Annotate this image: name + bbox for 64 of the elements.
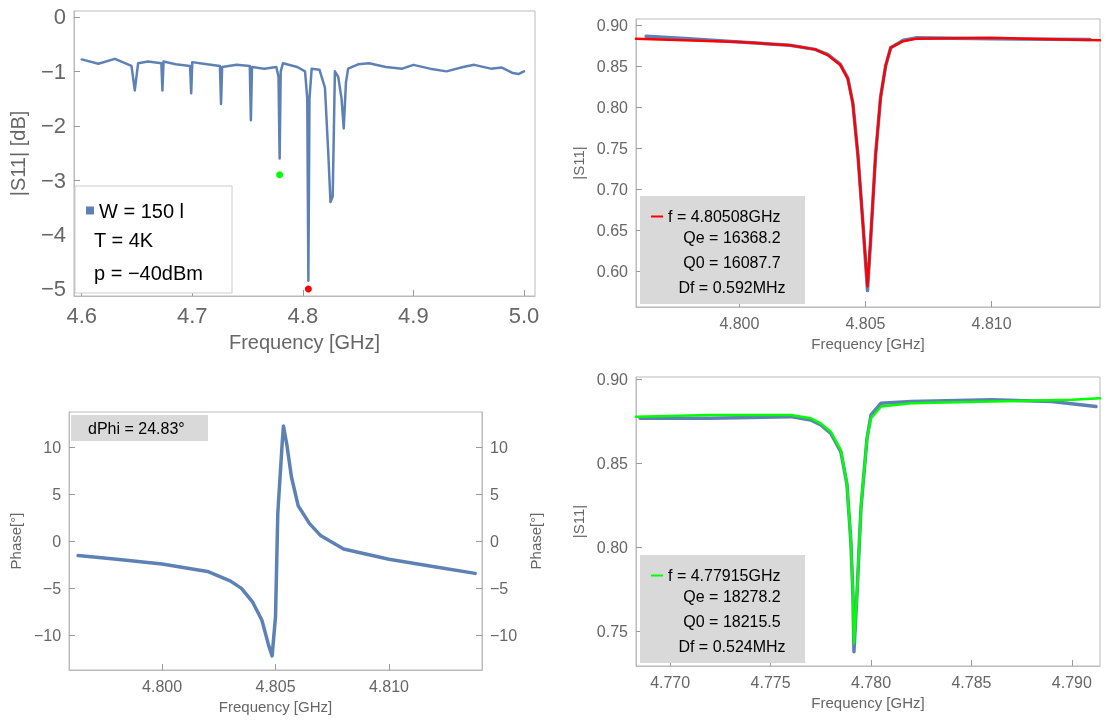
y-tick-label: 0.80 <box>596 539 629 557</box>
y-tick-label: 0 <box>52 532 62 550</box>
x-axis-title: Frequency [GHz] <box>228 331 381 353</box>
y-tick-label: −4 <box>40 222 66 248</box>
y-tick-label: 0.75 <box>596 140 629 158</box>
y-tick-label: 0.60 <box>596 263 629 281</box>
y-tick-label: −5 <box>40 276 66 302</box>
y2-axis-title: Phase[°] <box>527 512 545 570</box>
annotation: Q0 = 18215.5 <box>683 613 781 630</box>
y-tick-label: −5 <box>42 579 62 597</box>
x-axis-title: Frequency [GHz] <box>811 334 925 352</box>
y-tick-label: 0.90 <box>596 371 629 389</box>
y-tick-label: 0.75 <box>596 623 629 641</box>
y-tick-label: −2 <box>40 113 66 139</box>
annotation: Qe = 18278.2 <box>683 588 781 605</box>
annotation: T = 4K <box>94 228 154 251</box>
x-axis-title: Frequency [GHz] <box>811 693 925 711</box>
y-tick-label: 0.90 <box>596 17 629 35</box>
y-tick-label: 0.70 <box>596 181 629 199</box>
x-tick-label: 4.780 <box>850 673 892 691</box>
legend-label: f = 4.80508GHz <box>668 208 781 225</box>
annotation: Q0 = 16087.7 <box>683 254 781 271</box>
x-tick-label: 4.800 <box>719 314 760 332</box>
annotation: Df = 0.592MHz <box>678 279 786 296</box>
x-tick-label: 4.810 <box>971 314 1012 332</box>
annotation: dPhi = 24.83° <box>88 419 185 437</box>
y-axis-title: |S11| [dB] <box>7 110 29 197</box>
y2-tick-label: 0 <box>490 532 499 550</box>
y-tick-label: −3 <box>40 167 66 193</box>
y-axis-title: |S11| <box>569 504 587 539</box>
y-tick-label: 0 <box>53 4 66 30</box>
x-tick-label: 4.800 <box>142 677 183 695</box>
x-tick-label: 4.775 <box>750 673 791 691</box>
y2-tick-label: 10 <box>490 439 508 457</box>
y-tick-label: 10 <box>43 439 62 457</box>
legend-label: f = 4.77915GHz <box>668 567 781 584</box>
x-tick-label: 4.810 <box>368 677 410 695</box>
x-tick-label: 4.790 <box>1051 673 1092 691</box>
y2-tick-label: −5 <box>490 579 509 597</box>
y-tick-label: −10 <box>33 626 62 644</box>
x-tick-label: 4.9 <box>398 302 429 328</box>
y2-tick-label: 5 <box>490 486 499 504</box>
x-tick-label: 4.785 <box>951 673 992 691</box>
y2-tick-label: −10 <box>490 626 518 644</box>
x-tick-label: 4.805 <box>845 314 886 332</box>
y-tick-label: 5 <box>52 486 62 504</box>
x-tick-label: 5.0 <box>508 302 540 328</box>
y-axis-title: |S11| <box>569 146 587 180</box>
annotation: Df = 0.524MHz <box>678 638 786 655</box>
y-tick-label: 0.85 <box>596 58 629 76</box>
x-tick-label: 4.7 <box>176 302 208 328</box>
annotation: Qe = 16368.2 <box>683 229 781 246</box>
x-tick-label: 4.8 <box>287 302 319 328</box>
y-tick-label: −1 <box>40 58 66 84</box>
x-tick-label: 4.805 <box>255 677 296 695</box>
y-tick-label: 0.65 <box>596 222 629 240</box>
x-axis-title: Frequency [GHz] <box>218 697 333 715</box>
annotation: p = −40dBm <box>94 261 203 284</box>
y-axis-title: Phase[°] <box>7 512 24 570</box>
x-tick-label: 4.770 <box>650 673 691 691</box>
y-tick-label: 0.85 <box>596 455 629 473</box>
legend-label: W = 150 l <box>99 199 185 222</box>
x-tick-label: 4.6 <box>66 302 98 328</box>
y-tick-label: 0.80 <box>596 99 629 117</box>
